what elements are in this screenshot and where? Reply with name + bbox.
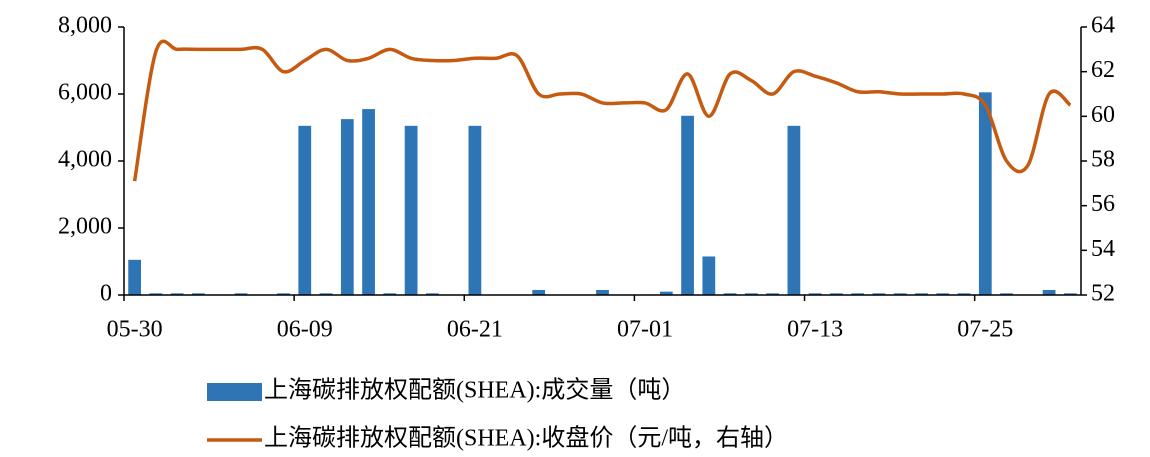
bar (915, 293, 928, 295)
bar (319, 293, 333, 295)
bar (404, 125, 418, 295)
bar (936, 293, 950, 295)
y2-tick-label: 64 (1091, 13, 1115, 39)
y-tick-label: 2,000 (58, 214, 112, 240)
bar (659, 291, 673, 295)
y-tick-label: 0 (100, 281, 112, 307)
bar (468, 125, 482, 295)
bar (723, 293, 737, 295)
y2-tick-label: 58 (1091, 147, 1115, 173)
legend-label: 上海碳排放权配额(SHEA):收盘价（元/吨，右轴） (264, 425, 788, 452)
bar (170, 293, 184, 295)
y2-tick-label: 52 (1091, 281, 1115, 307)
bar (681, 115, 694, 296)
bar (957, 293, 971, 295)
bar (851, 293, 865, 295)
bar (766, 293, 780, 295)
line (132, 39, 1072, 182)
bar (1042, 289, 1056, 295)
y2-tick-label: 60 (1091, 102, 1115, 128)
y2-tick-label: 62 (1091, 57, 1115, 83)
x-tick-label: 06-21 (447, 317, 503, 343)
bar (234, 293, 248, 295)
bar (277, 293, 290, 295)
bar (298, 125, 312, 295)
bar (978, 92, 992, 295)
y2-tick-label: 54 (1091, 236, 1115, 262)
y2-tick-label: 56 (1091, 191, 1115, 217)
bar (383, 293, 397, 295)
y-tick-label: 8,000 (58, 13, 112, 39)
bar (596, 289, 609, 295)
bar (532, 289, 546, 295)
legend-label: 上海碳排放权配额(SHEA):成交量（吨） (264, 377, 685, 404)
x-tick-label: 07-25 (957, 317, 1013, 343)
x-tick-label: 07-13 (787, 317, 843, 343)
bar (872, 293, 886, 295)
bar (744, 293, 758, 295)
bar (362, 109, 375, 295)
legend-swatch (207, 383, 262, 401)
bar (192, 293, 205, 295)
bar (702, 256, 716, 295)
x-tick-label: 06-09 (277, 317, 333, 343)
bar (149, 293, 163, 295)
bar (787, 125, 801, 295)
bar (425, 293, 439, 295)
bar (128, 259, 142, 295)
y-tick-label: 4,000 (58, 147, 112, 173)
bar (1000, 293, 1013, 295)
bar (893, 293, 907, 295)
y-tick-label: 6,000 (58, 80, 112, 106)
bar (808, 293, 822, 295)
x-tick-label: 07-01 (617, 317, 673, 343)
bar (830, 293, 843, 295)
bar (340, 119, 354, 295)
x-tick-label: 05-30 (107, 317, 163, 343)
bar (1063, 293, 1077, 295)
